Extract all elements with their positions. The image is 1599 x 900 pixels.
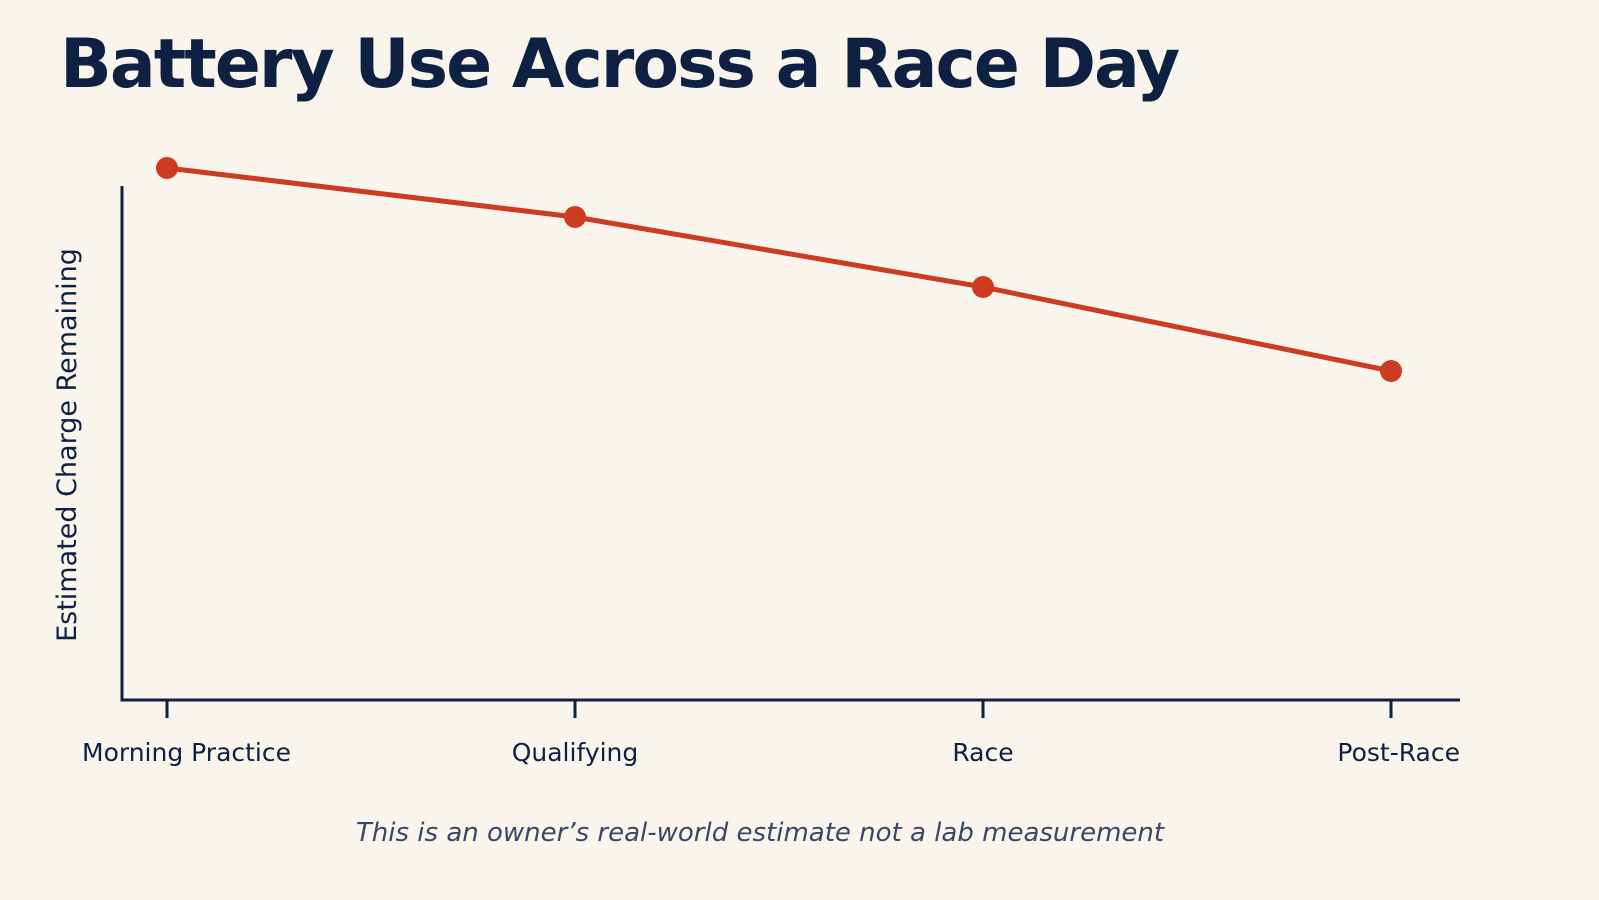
x-ticks: Morning Practice Qualifying Race Post-Race xyxy=(82,700,1460,767)
footnote: This is an owner’s real-world estimate n… xyxy=(355,818,1165,848)
x-tick-label: Morning Practice xyxy=(82,738,291,767)
data-point xyxy=(564,206,586,228)
x-tick-label: Qualifying xyxy=(512,738,639,767)
data-point xyxy=(972,276,994,298)
axes xyxy=(120,186,1460,702)
chart-title: Battery Use Across a Race Day xyxy=(60,25,1180,104)
data-point xyxy=(156,157,178,179)
series-line xyxy=(164,165,1394,374)
data-point xyxy=(1380,360,1402,382)
x-tick-label: Race xyxy=(952,738,1013,767)
series-layer xyxy=(156,157,1402,382)
x-tick-label: Post-Race xyxy=(1337,738,1460,767)
y-axis-label: Estimated Charge Remaining xyxy=(52,248,83,642)
